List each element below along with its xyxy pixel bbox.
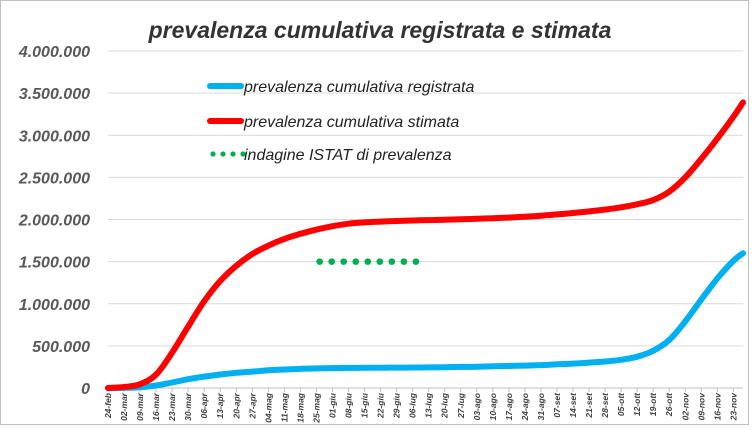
y-tick-label: 1.500.000	[19, 255, 90, 272]
legend-label: prevalenza cumulativa registrata	[243, 79, 474, 96]
series-layer	[105, 99, 746, 391]
x-tick-label: 22-giu	[376, 392, 386, 419]
legend: prevalenza cumulativa registrata prevalen…	[207, 79, 474, 164]
x-tick-label: 24-ago	[520, 393, 530, 421]
x-tick-label: 06-apr	[199, 392, 209, 418]
legend-label: prevalenza cumulativa stimata	[243, 114, 459, 131]
x-tick-label: 13-apr	[215, 392, 225, 418]
y-axis-ticks: 0 500.000 1.000.000 1.500.000 2.000.000 2.500…	[18, 44, 90, 398]
series-2-point	[388, 258, 396, 265]
x-tick-label: 14-set	[568, 392, 578, 418]
legend-dots	[220, 151, 226, 157]
x-tick-label: 02-nov	[680, 392, 690, 421]
y-tick-label: 500.000	[32, 339, 90, 356]
series-1-line	[105, 99, 746, 391]
x-tick-label: 09-nov	[696, 392, 706, 421]
series-0-line	[105, 250, 746, 391]
series-2-point	[412, 258, 420, 265]
x-tick-label: 24-feb	[103, 393, 113, 419]
y-tick-label: 1.000.000	[19, 297, 90, 314]
gridlines	[108, 50, 743, 347]
x-tick-label: 20-apr	[231, 392, 241, 419]
chart-title: prevalenza cumulativa registrata e stima…	[148, 17, 612, 43]
series-2-point	[376, 258, 384, 265]
y-tick-label: 3.000.000	[19, 128, 90, 145]
x-tick-label: 10-ago	[488, 393, 498, 420]
y-tick-label: 4.000.000	[18, 44, 90, 61]
legend-dots	[210, 151, 216, 157]
y-tick-label: 2.500.000	[18, 170, 90, 187]
y-tick-label: 3.500.000	[19, 86, 90, 103]
series-2-point	[328, 258, 335, 265]
series-2-point	[340, 258, 348, 265]
legend-dots	[240, 151, 246, 157]
x-tick-label: 11-mag	[279, 392, 289, 422]
x-tick-label: 17-ago	[504, 393, 514, 420]
x-tick-label: 23-mar	[167, 392, 177, 422]
x-tick-label: 25-mag	[311, 392, 321, 424]
x-tick-label: 19-ott	[648, 392, 658, 416]
x-tick-label: 05-ott	[616, 392, 626, 416]
series-2-point	[352, 258, 360, 265]
y-tick-label: 0	[81, 381, 90, 398]
x-tick-label: 29-giu	[392, 392, 402, 419]
x-tick-label: 09-mar	[135, 392, 145, 421]
y-tick-label: 2.000.000	[18, 213, 90, 230]
legend-dots	[230, 151, 236, 157]
x-tick-label: 26-ott	[664, 392, 674, 417]
x-tick-label: 08-giu	[344, 392, 354, 418]
series-2-point	[316, 258, 323, 265]
x-axis: 24-feb 02-mar 09-mar 16-mar 23-mar 30-mar 06-a…	[103, 387, 743, 424]
x-tick-label: 02-mar	[119, 392, 129, 421]
x-tick-label: 20-lug	[440, 392, 450, 419]
x-tick-label: 13-lug	[424, 392, 434, 418]
x-tick-label: 27-lug	[456, 392, 466, 419]
x-tick-label: 30-mar	[183, 392, 193, 421]
x-tick-label: 16-mar	[151, 392, 161, 421]
x-tick-label: 06-lug	[408, 392, 418, 418]
x-tick-label: 23-nov	[728, 392, 738, 422]
legend-label: indagine ISTAT di prevalenza	[244, 147, 452, 164]
x-tick-label: 18-mag	[295, 392, 305, 423]
x-tick-label: 16-nov	[712, 392, 722, 421]
x-tick-label: 31-ago	[536, 393, 546, 420]
x-tick-label: 03-ago	[472, 393, 482, 420]
series-2-point	[364, 258, 372, 265]
x-tick-label: 28-set	[600, 392, 610, 419]
x-tick-label: 01-giu	[327, 392, 337, 418]
x-tick-label: 21-set	[584, 392, 594, 419]
x-tick-label: 07-set	[552, 392, 562, 418]
series-2-point	[400, 258, 408, 265]
x-tick-label: 12-ott	[632, 392, 642, 416]
x-tick-label: 27-apr	[247, 392, 257, 419]
x-tick-label: 15-giu	[360, 392, 370, 418]
x-tick-label: 04-mag	[263, 392, 273, 423]
